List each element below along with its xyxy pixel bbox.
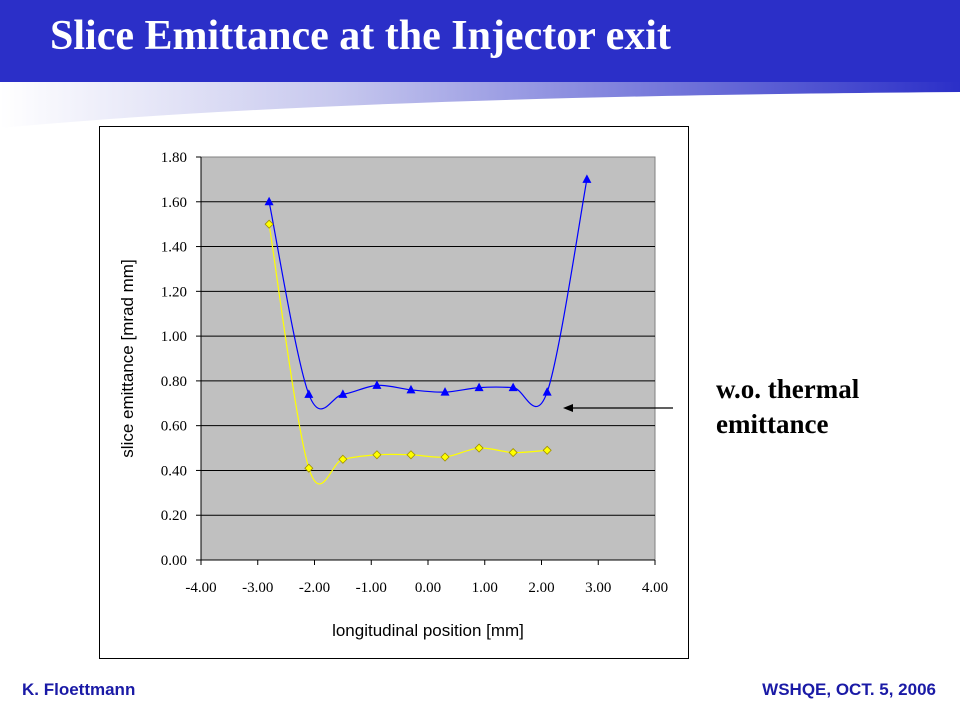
y-tick-label: 1.80 bbox=[161, 150, 187, 166]
x-tick-label: -1.00 bbox=[356, 580, 387, 596]
data-point-diamond bbox=[264, 219, 274, 229]
data-point-triangle bbox=[508, 382, 518, 392]
x-tick-label: 1.00 bbox=[472, 580, 498, 596]
x-tick-label: 0.00 bbox=[415, 580, 441, 596]
footer-event: WSHQE, OCT. 5, 2006 bbox=[762, 680, 936, 699]
y-axis-title: slice emittance [mrad mm] bbox=[118, 259, 137, 457]
annotation-line-2: emittance bbox=[716, 409, 829, 439]
annotation-label: w.o. thermal emittance bbox=[716, 372, 859, 442]
y-tick-label: 1.40 bbox=[161, 240, 187, 256]
data-point-diamond bbox=[372, 450, 382, 460]
y-tick-label: 0.20 bbox=[161, 508, 187, 524]
x-tick-label: -4.00 bbox=[185, 580, 216, 596]
x-tick-label: 4.00 bbox=[642, 580, 668, 596]
x-axis-title: longitudinal position [mm] bbox=[332, 621, 524, 640]
y-tick-label: 1.00 bbox=[161, 329, 187, 345]
arrow-head bbox=[563, 404, 573, 412]
x-tick-label: 3.00 bbox=[585, 580, 611, 596]
data-point-diamond bbox=[508, 447, 518, 458]
plot-area bbox=[200, 156, 656, 561]
y-tick-label: 0.40 bbox=[161, 463, 187, 479]
data-point-triangle bbox=[542, 387, 552, 396]
chart-container: 0.00 0.20 0.40 0.60 0.80 1.00 1.20 1.40 1.60 1.80… bbox=[99, 126, 689, 659]
annotation-line-1: w.o. thermal bbox=[716, 374, 860, 404]
y-tick-label: 0.00 bbox=[161, 553, 187, 569]
x-tick-label: -3.00 bbox=[242, 580, 273, 596]
data-point-diamond bbox=[406, 450, 416, 460]
data-point-triangle bbox=[474, 382, 484, 392]
data-point-diamond bbox=[304, 463, 314, 473]
y-tick-label: 1.60 bbox=[161, 195, 187, 211]
data-point-triangle bbox=[582, 174, 592, 183]
x-tick-label: 2.00 bbox=[528, 580, 554, 596]
y-tick-label: 0.60 bbox=[161, 419, 187, 435]
data-point-diamond bbox=[440, 452, 450, 462]
header-band bbox=[0, 0, 960, 128]
y-tick-label: 0.80 bbox=[161, 374, 187, 390]
data-point-diamond bbox=[542, 445, 552, 455]
data-point-triangle bbox=[264, 196, 274, 206]
data-point-triangle bbox=[440, 387, 450, 396]
x-tick-label: -2.00 bbox=[299, 580, 330, 596]
data-point-triangle bbox=[406, 384, 416, 394]
data-point-triangle bbox=[372, 380, 382, 389]
data-point-triangle bbox=[338, 389, 348, 398]
series-line-without-thermal bbox=[268, 224, 548, 485]
emittance-chart: 0.00 0.20 0.40 0.60 0.80 1.00 1.20 1.40 1.60 1.80… bbox=[118, 150, 668, 640]
y-tick-label: 1.20 bbox=[161, 284, 187, 300]
annotation-arrow bbox=[563, 404, 673, 412]
data-point-diamond bbox=[338, 454, 348, 464]
data-point-diamond bbox=[474, 443, 484, 453]
footer-author: K. Floettmann bbox=[22, 680, 136, 699]
slide-title: Slice Emittance at the Injector exit bbox=[50, 13, 671, 59]
data-point-triangle bbox=[304, 389, 314, 398]
